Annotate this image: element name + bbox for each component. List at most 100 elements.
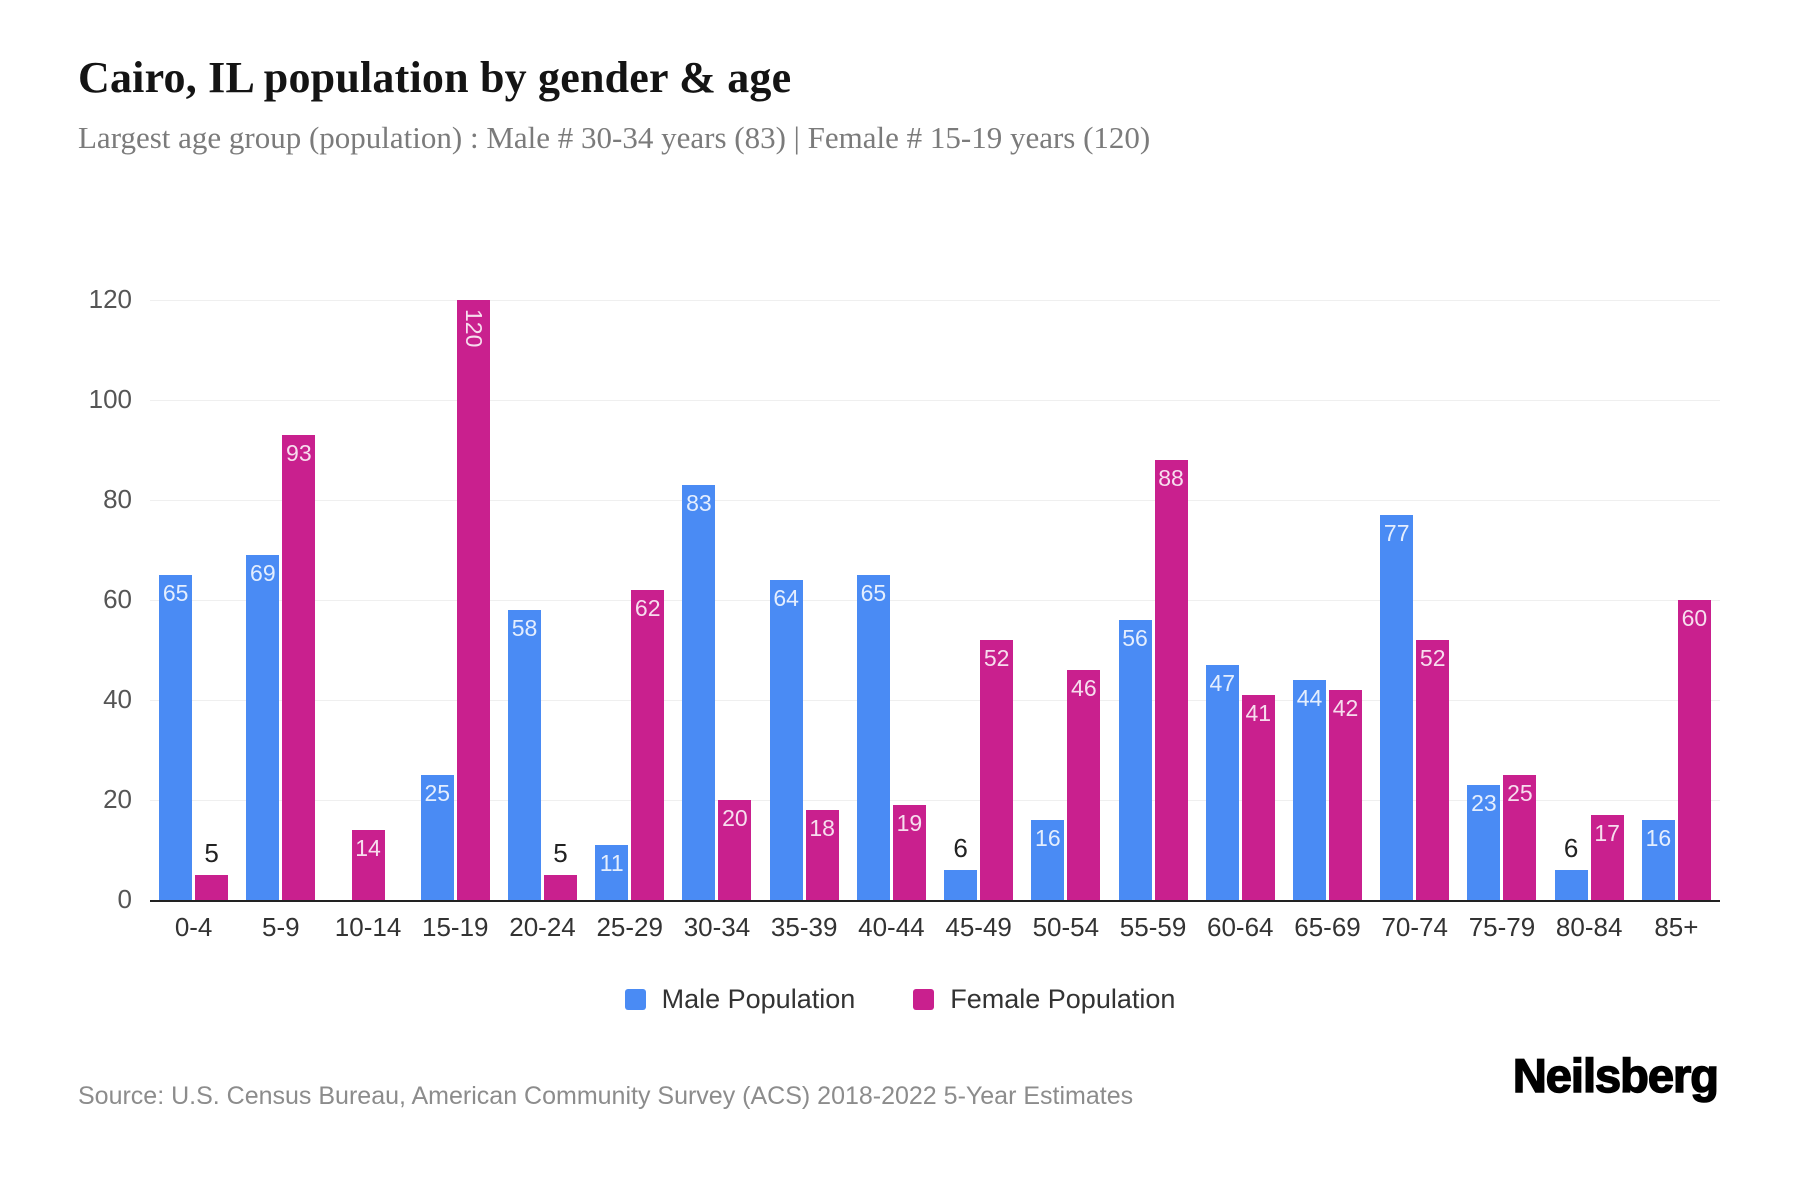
bar-group-25-29: 11 62	[586, 300, 673, 900]
bar-group-10-14: 14	[324, 300, 411, 900]
y-tick-100: 100	[88, 384, 132, 414]
x-tick-50-54: 50-54	[1032, 912, 1100, 942]
bar-female-60-64: 41	[1241, 695, 1275, 900]
legend: Male Population Female Population	[0, 984, 1800, 1015]
bar-male-20-24: 58	[507, 610, 541, 900]
bar-male-45-49: 6	[944, 833, 978, 900]
x-tick-65-69: 65-69	[1294, 912, 1361, 942]
male-legend-label: Male Population	[661, 984, 856, 1014]
y-tick-40: 40	[103, 684, 132, 714]
bar-male-0-4: 65	[159, 575, 193, 900]
neilsberg-logo: Neilsberg	[1512, 1048, 1720, 1103]
bar-male-15-19: 25	[420, 775, 454, 900]
bar-female-65-69: 42	[1328, 690, 1362, 900]
bar-female-55-59: 88	[1154, 460, 1188, 900]
bar-value-label: 58	[511, 615, 538, 641]
gridline-120	[150, 300, 1720, 301]
bar-female-85+: 60	[1677, 600, 1711, 900]
source-attribution: Source: U.S. Census Bureau, American Com…	[78, 1082, 1134, 1110]
bar-group-65-69: 44 42	[1284, 300, 1371, 900]
bar-male-85+: 16	[1641, 820, 1675, 900]
bar-value-label: 42	[1332, 695, 1359, 721]
x-tick-70-74: 70-74	[1381, 912, 1448, 942]
bar-value-label: 65	[162, 580, 189, 606]
x-tick-75-79: 75-79	[1468, 912, 1536, 942]
bar-value-label: 11	[599, 850, 624, 876]
x-tick-25-29: 25-29	[596, 912, 663, 942]
bar-group-45-49: 6 52	[935, 300, 1022, 900]
bar-female-40-44: 19	[892, 805, 926, 900]
bar-value-label: 83	[686, 490, 712, 516]
bar-male-25-29: 11	[595, 845, 629, 900]
bar-male-40-44: 65	[856, 575, 890, 900]
bar-value-label: 64	[773, 585, 799, 611]
bar-female-75-79: 25	[1503, 775, 1537, 900]
x-tick-30-34: 30-34	[683, 912, 751, 942]
gridline-20	[150, 800, 1720, 801]
bar-value-label: 16	[1645, 825, 1672, 851]
x-tick-45-49: 45-49	[945, 912, 1012, 942]
x-tick-80-84: 80-84	[1555, 912, 1623, 942]
bar-female-15-19: 120	[456, 300, 490, 900]
bar-group-80-84: 6 17	[1546, 300, 1633, 900]
bar-value-label: 5	[553, 838, 568, 868]
bar-group-15-19: 25 120	[412, 300, 499, 900]
bar-male-55-59: 56	[1118, 620, 1152, 900]
bar-male-35-39: 64	[769, 580, 803, 900]
bar-group-70-74: 77 52	[1371, 300, 1458, 900]
bar-group-55-59: 56 88	[1109, 300, 1196, 900]
y-tick-80: 80	[103, 484, 132, 514]
bar-value-label: 69	[250, 560, 276, 586]
bar-male-70-74: 77	[1380, 515, 1414, 900]
y-tick-0: 0	[117, 884, 132, 914]
bar-male-60-64: 47	[1205, 665, 1239, 900]
bar-value-label: 25	[424, 780, 451, 806]
x-tick-20-24: 20-24	[509, 912, 576, 942]
x-tick-0-4: 0-4	[174, 912, 213, 942]
x-tick-15-19: 15-19	[422, 912, 489, 942]
bar-value-label: 77	[1383, 520, 1410, 546]
y-tick-120: 120	[88, 284, 132, 314]
x-tick-35-39: 35-39	[770, 912, 838, 942]
bar-value-label: 62	[634, 595, 661, 621]
bar-female-20-24: 5	[543, 838, 577, 900]
bar-value-label: 44	[1296, 685, 1323, 711]
bar-value-label: 17	[1594, 820, 1620, 846]
bar-value-label: 18	[809, 815, 835, 841]
bar-value-label: 46	[1071, 675, 1097, 701]
x-tick-55-59: 55-59	[1119, 912, 1187, 942]
bar-male-80-84: 6	[1554, 833, 1588, 900]
bar-value-label: 14	[355, 835, 381, 861]
legend-item-male: Male Population	[624, 984, 856, 1015]
female-legend-swatch	[913, 989, 935, 1010]
x-tick-40-44: 40-44	[858, 912, 925, 942]
bar-male-30-34: 83	[682, 485, 716, 900]
bar-male-5-9: 69	[246, 555, 280, 900]
bar-group-20-24: 58 5	[499, 300, 586, 900]
bar-value-label: 47	[1209, 670, 1236, 696]
bar-group-85+: 16 60	[1633, 300, 1720, 900]
bar-value-label: 93	[286, 440, 312, 466]
legend-item-female: Female Population	[913, 984, 1175, 1015]
bar-female-45-49: 52	[980, 640, 1014, 900]
bar-group-30-34: 83 20	[673, 300, 760, 900]
female-legend-label: Female Population	[950, 984, 1176, 1014]
bar-female-35-39: 18	[805, 810, 839, 900]
bar-group-50-54: 16 46	[1022, 300, 1109, 900]
bar-male-75-79: 23	[1467, 785, 1501, 900]
bar-group-0-4: 65 5	[150, 300, 237, 900]
bar-female-5-9: 93	[282, 435, 316, 900]
bar-value-label: 5	[204, 838, 219, 868]
bar-value-label: 60	[1681, 605, 1708, 631]
bar-value-label: 65	[860, 580, 887, 606]
x-tick-60-64: 60-64	[1207, 912, 1274, 942]
plot-area: 0 20 40 60 80 100 120 65 5 0-4 69 93 5-9 14 10-14 25 120…	[89, 284, 1720, 942]
chart-title: Cairo, IL population by gender & age	[78, 53, 792, 102]
bar-value-label: 120	[460, 309, 487, 348]
bar-male-50-54: 16	[1031, 820, 1065, 900]
bar-value-label: 6	[1563, 833, 1579, 863]
bar-group-40-44: 65 19	[848, 300, 935, 900]
bar-group-60-64: 47 41	[1197, 300, 1284, 900]
bar-value-label: 19	[896, 810, 923, 836]
